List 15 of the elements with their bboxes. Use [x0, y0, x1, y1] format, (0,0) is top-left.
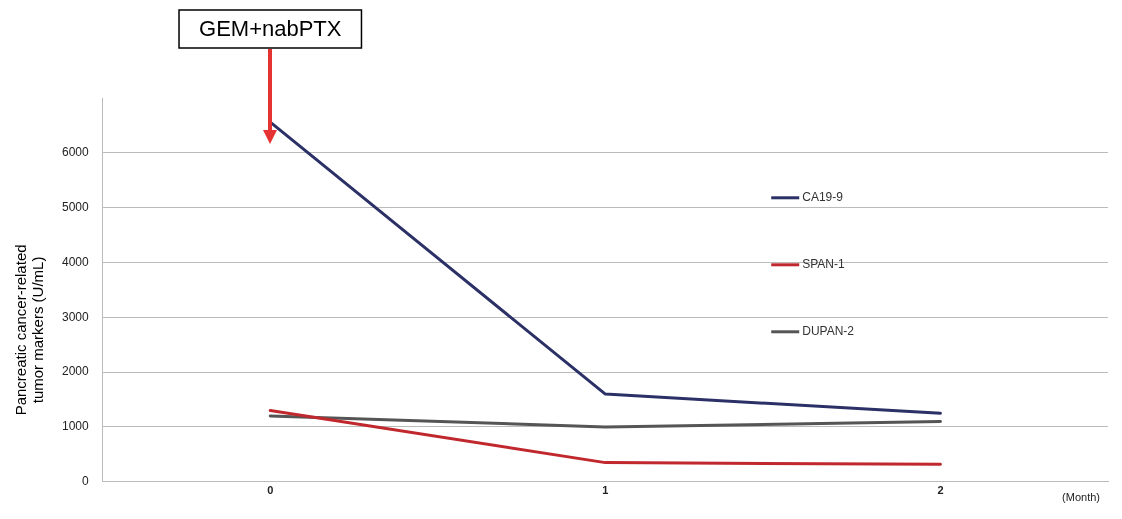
x-tick-label: 2 [937, 484, 944, 497]
x-tick-label: 0 [267, 484, 274, 497]
legend-label: DUPAN-2 [802, 324, 855, 339]
y-tick-label: 4000 [61, 254, 90, 269]
y-axis-title: Pancreatic cancer-related tumor markers (U/mL) [12, 244, 47, 416]
y-tick-label: 2000 [61, 364, 90, 379]
y-tick-label: 5000 [61, 199, 90, 214]
y-tick-label: 6000 [61, 145, 90, 160]
annotation: GEM+nabPTX [199, 16, 342, 42]
y-tick-label: 3000 [61, 309, 90, 324]
x-axis-title: (Month) [1062, 491, 1100, 504]
legend-label: CA19-9 [802, 190, 844, 205]
x-tick-label: 1 [602, 484, 609, 497]
legend-label: SPAN-1 [802, 257, 846, 272]
y-tick-label: 1000 [61, 419, 90, 434]
